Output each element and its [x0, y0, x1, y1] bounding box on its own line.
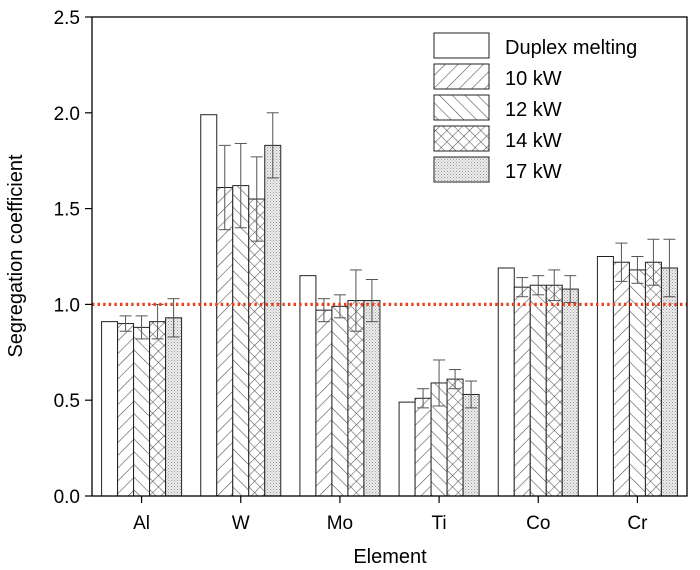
error-bar-co-series-4: [564, 275, 577, 303]
legend-item-3: 14 kW: [433, 125, 562, 152]
legend-swatch-4: [433, 156, 490, 183]
x-axis: Al W Mo Ti Co Cr: [133, 496, 648, 534]
x-tick-label-mo: Mo: [327, 513, 353, 534]
error-bar-cr-series-2: [631, 256, 644, 284]
bar-co-series-1: [513, 286, 531, 497]
legend-item-0: Duplex melting: [433, 32, 637, 59]
bar-al-series-1: [117, 323, 135, 497]
bar-w-series-2: [232, 185, 250, 497]
legend-swatch-3: [433, 125, 490, 152]
y-tick-label-2.0: 2.0: [54, 104, 80, 125]
bar-mo-series-0: [299, 275, 317, 497]
bar-cr-series-0: [596, 256, 614, 497]
bar-co-series-4: [561, 288, 579, 497]
error-bar-mo-series-4: [365, 278, 378, 323]
error-bar-mo-series-3: [349, 269, 362, 332]
bar-al-series-2: [133, 326, 151, 497]
bar-ti-series-1: [414, 397, 432, 497]
bar-mo-series-2: [331, 305, 349, 497]
error-bar-w-series-1: [218, 144, 231, 231]
error-bar-mo-series-2: [333, 294, 346, 319]
legend-swatch-0: [433, 32, 490, 59]
y-axis-title: Segregation coefficient: [5, 154, 27, 358]
error-bar-mo-series-1: [317, 298, 330, 323]
error-bar-ti-series-1: [417, 388, 430, 409]
error-bar-cr-series-1: [615, 242, 628, 282]
legend-label-2: 12 kW: [505, 99, 562, 121]
y-tick-label-1.5: 1.5: [54, 200, 80, 221]
x-tick-label-al: Al: [133, 513, 150, 534]
error-bar-w-series-3: [250, 156, 263, 242]
legend-label-0: Duplex melting: [505, 37, 637, 59]
error-bar-co-series-2: [532, 275, 545, 296]
y-tick-label-2.5: 2.5: [54, 8, 80, 29]
bar-co-series-0: [497, 267, 515, 497]
error-bar-w-series-4: [266, 112, 279, 179]
bar-co-series-3: [545, 284, 563, 497]
bar-al-series-0: [101, 321, 119, 497]
error-bar-ti-series-2: [433, 359, 446, 407]
bar-mo-series-4: [363, 300, 381, 497]
y-tick-label-0.0: 0.0: [54, 487, 80, 508]
bar-ti-series-4: [462, 393, 480, 497]
bar-w-series-0: [200, 114, 218, 497]
y-tick-label-1.0: 1.0: [54, 295, 80, 316]
legend-label-1: 10 kW: [505, 68, 562, 90]
x-axis-title: Element: [353, 546, 427, 568]
error-bar-al-series-4: [167, 298, 180, 338]
bar-mo-series-1: [315, 309, 333, 497]
legend-item-2: 12 kW: [433, 94, 562, 121]
legend: Duplex melting 10 kW 12 kW 14 kW 17 kW: [433, 32, 637, 183]
error-bar-ti-series-4: [465, 380, 478, 409]
bar-w-series-1: [216, 187, 234, 497]
error-bar-co-series-1: [516, 277, 529, 298]
legend-swatch-2: [433, 94, 490, 121]
plot-frame: [91, 16, 688, 497]
error-bar-w-series-2: [234, 142, 247, 229]
bar-w-series-4: [264, 144, 282, 497]
error-bar-al-series-1: [119, 315, 132, 332]
error-bar-cr-series-3: [647, 238, 660, 286]
x-tick-label-w: W: [232, 513, 250, 534]
x-tick-label-co: Co: [526, 513, 550, 534]
y-tick-label-0.5: 0.5: [54, 391, 80, 412]
legend-label-3: 14 kW: [505, 130, 562, 152]
x-tick-label-ti: Ti: [432, 513, 447, 534]
legend-item-4: 17 kW: [433, 156, 562, 183]
error-bar-ti-series-3: [449, 369, 462, 390]
bar-co-series-2: [529, 284, 547, 497]
bar-ti-series-3: [446, 378, 464, 497]
bars-layer: [101, 114, 678, 497]
x-tick-label-cr: Cr: [627, 513, 648, 534]
legend-swatch-1: [433, 63, 490, 90]
bar-ti-series-0: [398, 401, 416, 497]
bar-al-series-4: [165, 317, 183, 497]
bar-al-series-3: [149, 321, 167, 497]
y-axis: 0.0 0.5 1.0 1.5 2.0 2.5: [54, 8, 92, 508]
legend-label-4: 17 kW: [505, 161, 562, 183]
bar-cr-series-1: [612, 261, 630, 497]
bar-w-series-3: [248, 198, 266, 497]
error-bars-layer: [119, 112, 676, 409]
error-bar-cr-series-4: [663, 238, 676, 298]
legend-item-1: 10 kW: [433, 63, 562, 90]
bar-cr-series-4: [660, 267, 678, 497]
error-bar-al-series-2: [135, 315, 148, 340]
error-bar-co-series-3: [548, 269, 561, 302]
bar-cr-series-3: [644, 261, 662, 497]
